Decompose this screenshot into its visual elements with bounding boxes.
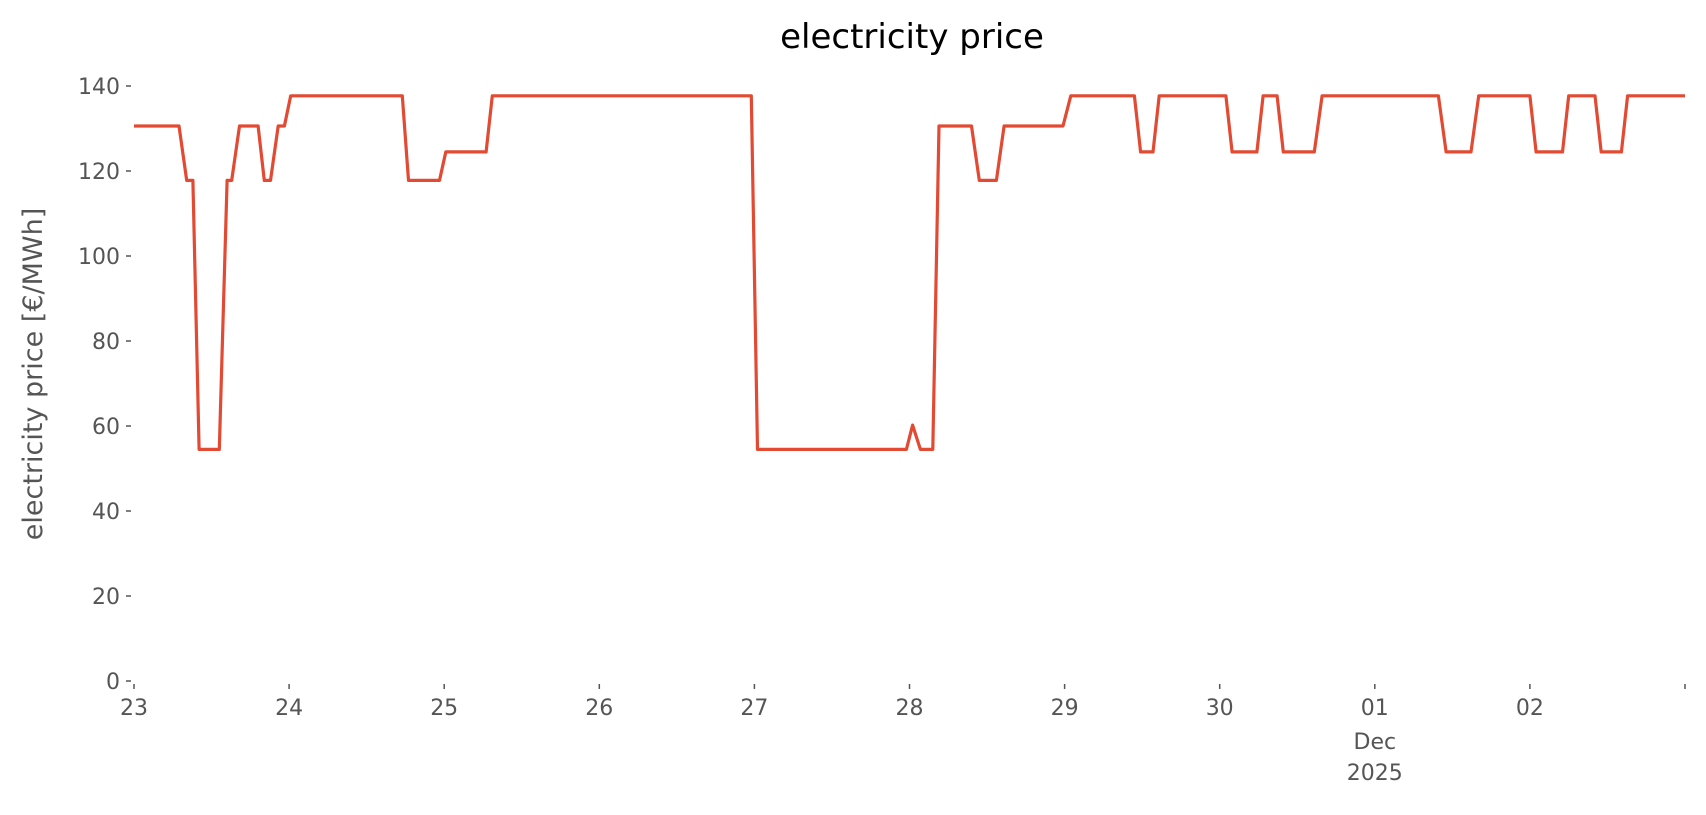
y-tick-label: 40 — [92, 500, 120, 525]
y-tick-label: 0 — [106, 670, 120, 695]
x-tick-label: 02 — [1516, 696, 1544, 721]
x-tick-label: 30 — [1206, 696, 1234, 721]
y-tick-label: 20 — [92, 585, 120, 610]
x-tick-label: 26 — [585, 696, 613, 721]
x-tick-label: 29 — [1051, 696, 1079, 721]
x-tick-label: 23 — [120, 696, 148, 721]
y-tick-label: 140 — [78, 75, 120, 100]
line — [134, 94, 1685, 451]
x-tick-label: 01 — [1361, 696, 1389, 721]
x-tick-sublabel: 2025 — [1347, 761, 1403, 786]
chart-title: electricity price — [780, 17, 1044, 57]
y-tick-label: 60 — [92, 415, 120, 440]
x-tick-sublabel: Dec — [1354, 730, 1397, 755]
y-axis-label: electricity price [€/MWh] — [18, 208, 49, 540]
y-tick-label: 100 — [78, 245, 120, 270]
x-tick-label: 28 — [896, 696, 924, 721]
y-tick-label: 120 — [78, 160, 120, 185]
x-tick-label: 25 — [430, 696, 458, 721]
x-tick-label: 27 — [740, 696, 768, 721]
y-tick-label: 80 — [92, 330, 120, 355]
x-tick-label: 24 — [275, 696, 303, 721]
